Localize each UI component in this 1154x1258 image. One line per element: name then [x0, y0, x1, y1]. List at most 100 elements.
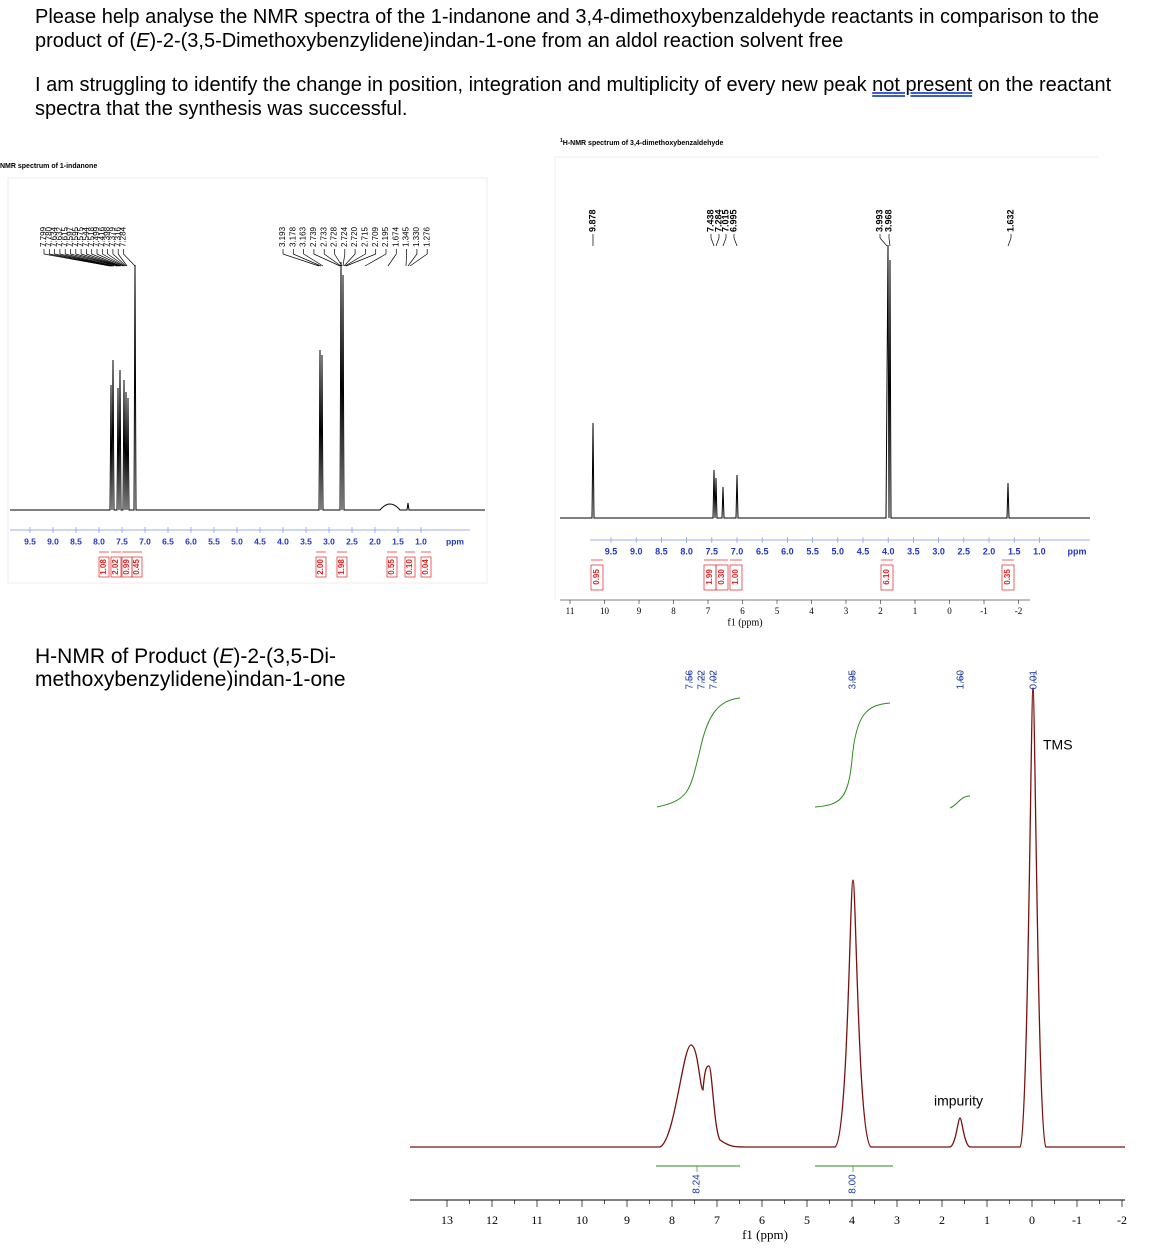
label-connector	[387, 253, 397, 267]
label-connector	[65, 253, 115, 267]
peak-label: 0.10	[405, 559, 414, 575]
label-connector	[343, 253, 356, 267]
label-connector	[107, 253, 126, 267]
peak-label: 2.720	[350, 226, 359, 247]
label-connector	[59, 253, 114, 267]
peak-label: 7.284	[119, 226, 128, 247]
text: methoxybenzylidene)indan-1-one	[35, 668, 346, 691]
axis-tick-label: 8.0	[680, 546, 693, 556]
axis-tick-label: 9.0	[47, 536, 59, 546]
peak-label: 7.284	[713, 209, 723, 232]
peak-label: 2.724	[340, 226, 349, 247]
text: H-NMR of Product (	[35, 645, 220, 668]
peak-label: 7.015	[720, 209, 730, 232]
integral-box	[98, 556, 110, 578]
label-connector	[123, 253, 136, 267]
label-connector	[407, 253, 418, 267]
spectrum-trace	[410, 687, 1125, 1148]
axis-tick-label: 2.5	[346, 536, 358, 546]
peak-label: 7.597	[66, 226, 75, 247]
axis-tick-label: 2	[939, 1213, 945, 1227]
axis-tick-label: 7.0	[139, 536, 151, 546]
annotation: TMS	[1043, 737, 1073, 753]
axis-tick-label: -2	[1117, 1213, 1127, 1227]
label-connector	[344, 253, 366, 267]
label-connector	[1007, 237, 1012, 247]
peak-label: 0.95	[592, 569, 601, 585]
axis-tick-label: 7	[706, 606, 711, 616]
product-heading: H-NMR of Product (E)-2-(3,5-Di-methoxybe…	[35, 645, 346, 691]
axis-tick-label: -2	[1015, 606, 1023, 616]
axis-tick-label: 3.0	[932, 546, 945, 556]
peak-label: 0.55	[387, 559, 396, 575]
peak-label: 3.163	[299, 226, 308, 247]
axis-tick-label: 2.0	[369, 536, 381, 546]
peak-label: 6.10	[882, 569, 891, 585]
integral-box	[590, 564, 604, 591]
integral-box	[110, 556, 122, 578]
peak-label: 2.709	[371, 226, 380, 247]
peak-label: 2.739	[309, 226, 318, 247]
axis-tick-label: 2	[878, 606, 883, 616]
axis-tick-label: 2.5	[958, 546, 971, 556]
peak-label: 1.99	[705, 569, 714, 585]
text: on the reactant spectra that the synthes…	[35, 74, 1112, 120]
label-connector	[364, 253, 387, 267]
peak-label: 7.632	[55, 226, 64, 247]
axis-tick-label: 5.5	[806, 546, 819, 556]
integral-curve	[814, 702, 891, 808]
axis-tick-label: 8.0	[93, 536, 105, 546]
peak-label: 2.733	[319, 226, 328, 247]
axis-tick-label: 8	[671, 606, 676, 616]
text: )-2-(3,5-Dimethoxybenzylidene)indan-1-on…	[149, 30, 844, 52]
axis-tick-label: 4.5	[254, 536, 266, 546]
axis-tick-label: 7.5	[116, 536, 128, 546]
peak-label: 0.30	[717, 569, 726, 585]
axis-tick-label: 11	[566, 606, 575, 616]
label-connector	[54, 253, 113, 267]
integral-box	[420, 556, 432, 578]
label-connector	[96, 253, 124, 267]
text: I am struggling to identify the change i…	[35, 74, 873, 96]
text: H-NMR spectrum of 3,4-dimethoxybenzaldeh…	[563, 140, 724, 147]
axis-tick-label: 1	[913, 606, 918, 616]
peak-label: 7.575	[76, 226, 85, 247]
axis-tick-label: 1.0	[1033, 546, 1046, 556]
integral-box	[315, 556, 327, 578]
peak-label: 1.632	[1005, 209, 1015, 232]
spectrum-title: 1H-NMR spectrum of 3,4-dimethoxybenzalde…	[560, 138, 724, 147]
peak-label: 7.398	[103, 226, 112, 247]
peak-label: 3.968	[883, 209, 893, 232]
text: E	[136, 30, 150, 52]
peak-label: 1.276	[422, 226, 431, 247]
label-connector	[293, 253, 322, 267]
text: Please help analyse the NMR spectra of t…	[35, 6, 1099, 52]
peak-label: 7.544	[82, 226, 91, 247]
peak-label: 7.780	[44, 226, 53, 247]
axis-tick-label: 11	[531, 1213, 543, 1227]
peak-label: 1.345	[402, 226, 411, 247]
axis-tick-label: 5.5	[208, 536, 220, 546]
text: E	[219, 645, 234, 668]
peak-label: 3.993	[874, 209, 884, 232]
axis-tick-label: 7.0	[731, 546, 744, 556]
axis-label: f1 (ppm)	[742, 1227, 788, 1242]
integral-box	[404, 556, 416, 578]
text: not present	[872, 74, 973, 96]
label-connector	[888, 237, 891, 247]
peak-label: 2.728	[330, 226, 339, 247]
label-connector	[117, 253, 128, 267]
axis-unit: ppm	[1068, 546, 1087, 556]
axis-tick-label: 5.0	[231, 536, 243, 546]
axis-tick-label: 4.5	[857, 546, 870, 556]
peak-label: 7.595	[71, 226, 80, 247]
axis-tick-label: 1	[984, 1213, 990, 1227]
axis-tick-label: 5	[775, 606, 780, 616]
peak-label: 2.715	[361, 226, 370, 247]
axis-tick-label: 4	[849, 1213, 855, 1227]
peak-label: 7.316	[113, 226, 122, 247]
axis-tick-label: 8.5	[70, 536, 82, 546]
axis-tick-label: 9.5	[605, 546, 618, 556]
axis-tick-label: 4	[809, 606, 814, 616]
